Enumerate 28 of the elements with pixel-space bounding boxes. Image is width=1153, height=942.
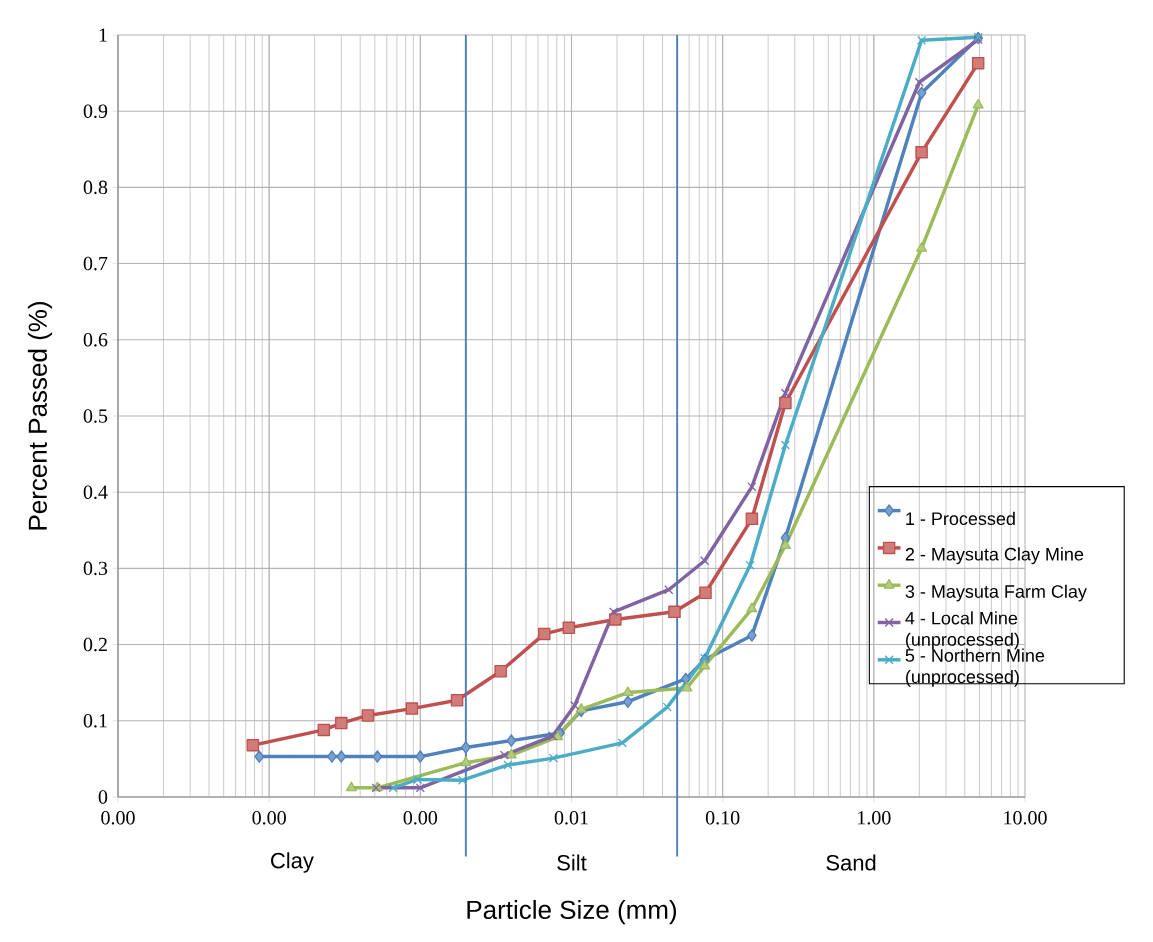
text: Clay xyxy=(271,852,314,873)
x-tick-label: 10.00 xyxy=(1004,811,1047,825)
legend-label: 1 - Processed xyxy=(906,511,1015,526)
x-tick-label: 0.00 xyxy=(252,811,286,825)
legend-label: 5 - Northern Mine (unprocessed) xyxy=(905,648,1045,687)
y-tick-label: 0.2 xyxy=(83,637,107,652)
x-tick-label: 0.00 xyxy=(403,811,438,825)
y-tick-label: 0.5 xyxy=(83,409,108,423)
text: Silt xyxy=(557,854,587,871)
text: Sand xyxy=(826,854,876,871)
y-tick-label: 0 xyxy=(98,790,108,804)
legend-label: 4 - Local Mine (unprocessed) xyxy=(905,611,1019,650)
y-tick-label: 0.7 xyxy=(83,256,108,271)
y-tick-label: 0.6 xyxy=(83,333,108,347)
x-axis-title: Particle Size (mm) xyxy=(467,899,677,925)
y-tick-label: 1 xyxy=(99,28,107,42)
y-tick-label: 0.8 xyxy=(83,180,108,195)
legend-label: 3 - Maysuta Farm Clay xyxy=(905,584,1087,602)
legend-label: 2 - Maysuta Clay Mine xyxy=(905,547,1084,565)
y-tick-label: 0.4 xyxy=(83,485,108,499)
y-tick-label: 0.9 xyxy=(83,104,108,118)
x-tick-label: 1.00 xyxy=(858,811,891,825)
x-tick-label: 0.10 xyxy=(705,811,740,825)
y-tick-label: 0.3 xyxy=(83,561,108,576)
y-axis-title: Percent Passed (%) xyxy=(27,302,53,530)
y-tick-label: 0.1 xyxy=(83,714,107,728)
x-tick-label: 0.00 xyxy=(101,811,135,825)
x-tick-label: 0.01 xyxy=(554,811,588,825)
